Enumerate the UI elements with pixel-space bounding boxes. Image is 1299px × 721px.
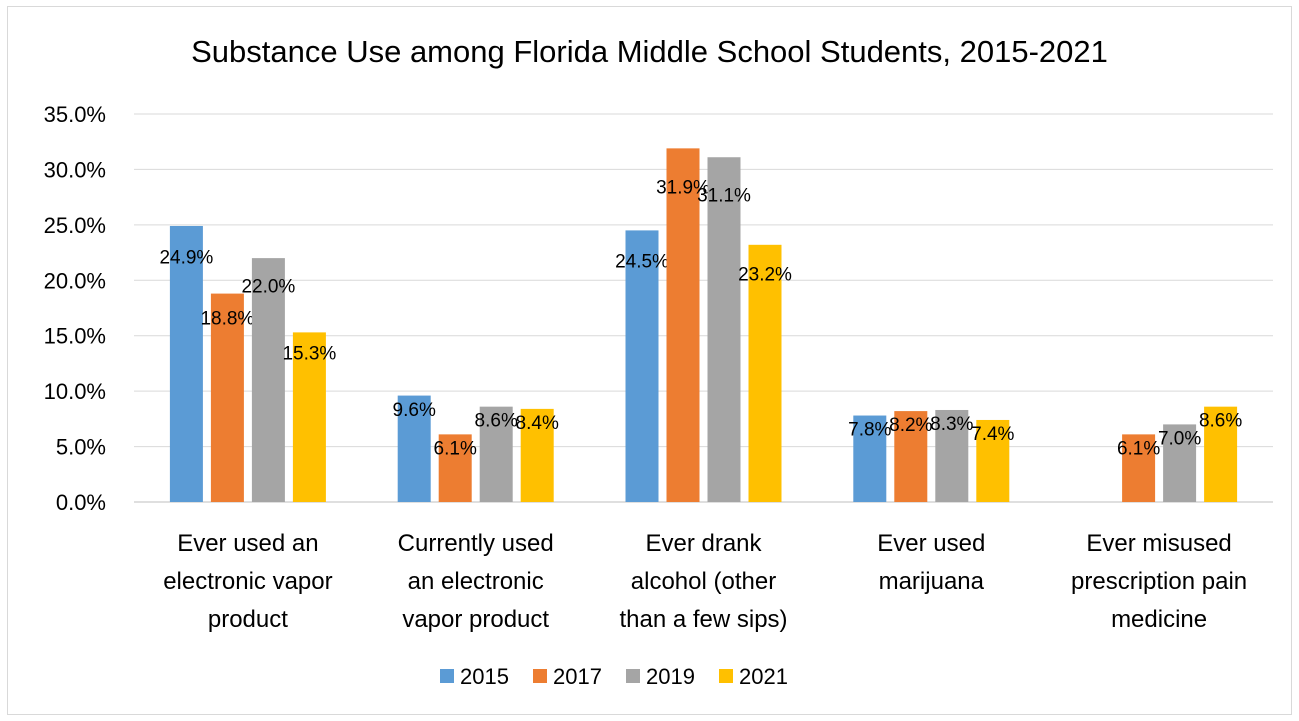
legend-label: 2019 [646,664,695,689]
bar [438,434,472,502]
data-label: 8.3% [930,414,973,435]
data-label: 18.8% [200,308,254,329]
bar [976,419,1010,502]
y-tick-label: 25.0% [44,213,106,238]
x-tick-label: than a few sips) [619,606,787,633]
x-tick-label: electronic vapor [163,568,332,595]
x-tick-label: marijuana [879,568,985,595]
y-tick-label: 15.0% [44,324,106,349]
bar [707,157,741,502]
legend-label: 2021 [739,664,788,689]
bar [169,225,203,503]
legend-label: 2015 [460,664,509,689]
legend-swatch [626,669,640,683]
data-label: 23.2% [738,265,792,286]
bar [210,293,244,502]
bar [479,406,513,502]
bar [397,395,431,502]
data-label: 6.1% [1117,438,1160,459]
y-tick-label: 0.0% [56,490,106,515]
data-label: 6.1% [434,438,477,459]
bar [1163,424,1197,502]
bar [666,148,700,502]
legend-label: 2017 [553,664,602,689]
x-tick-label: Ever misused [1086,530,1231,557]
y-tick-label: 35.0% [44,102,106,127]
x-tick-label: Ever used an [177,530,318,557]
bar [251,258,285,502]
x-tick-label: vapor product [402,606,549,633]
x-tick-label: medicine [1111,606,1207,633]
bar [292,332,326,502]
x-tick-label: product [208,606,288,633]
bar [935,409,969,502]
x-tick-label: Ever used [877,530,985,557]
bar [1204,406,1238,502]
y-tick-label: 5.0% [56,435,106,460]
legend-swatch [719,669,733,683]
data-label: 24.9% [159,248,213,269]
x-tick-label: alcohol (other [631,568,776,595]
data-label: 15.3% [282,343,336,364]
bar [894,411,928,502]
legend-swatch [440,669,454,683]
data-label: 7.0% [1158,428,1201,449]
x-tick-label: an electronic [408,568,544,595]
bar [748,244,782,502]
data-label: 31.9% [656,178,710,199]
bar [1122,434,1156,502]
y-tick-label: 10.0% [44,379,106,404]
bar [520,408,554,502]
data-label: 22.0% [241,277,295,298]
x-tick-label: prescription pain [1071,568,1247,595]
data-label: 7.4% [971,424,1014,445]
data-label: 9.6% [393,400,436,421]
x-tick-label: Ever drank [645,530,762,557]
data-label: 31.1% [697,186,751,207]
bar [853,415,887,502]
data-label: 8.4% [516,413,559,434]
y-tick-label: 20.0% [44,268,106,293]
bar [625,230,659,502]
x-tick-label: Currently used [398,530,554,557]
data-label: 8.6% [1199,411,1242,432]
data-label: 8.6% [475,411,518,432]
data-label: 8.2% [889,415,932,436]
chart-title: Substance Use among Florida Middle Schoo… [191,34,1108,69]
data-label: 24.5% [615,252,669,273]
legend-swatch [533,669,547,683]
data-label: 7.8% [848,420,891,441]
y-tick-label: 30.0% [44,157,106,182]
